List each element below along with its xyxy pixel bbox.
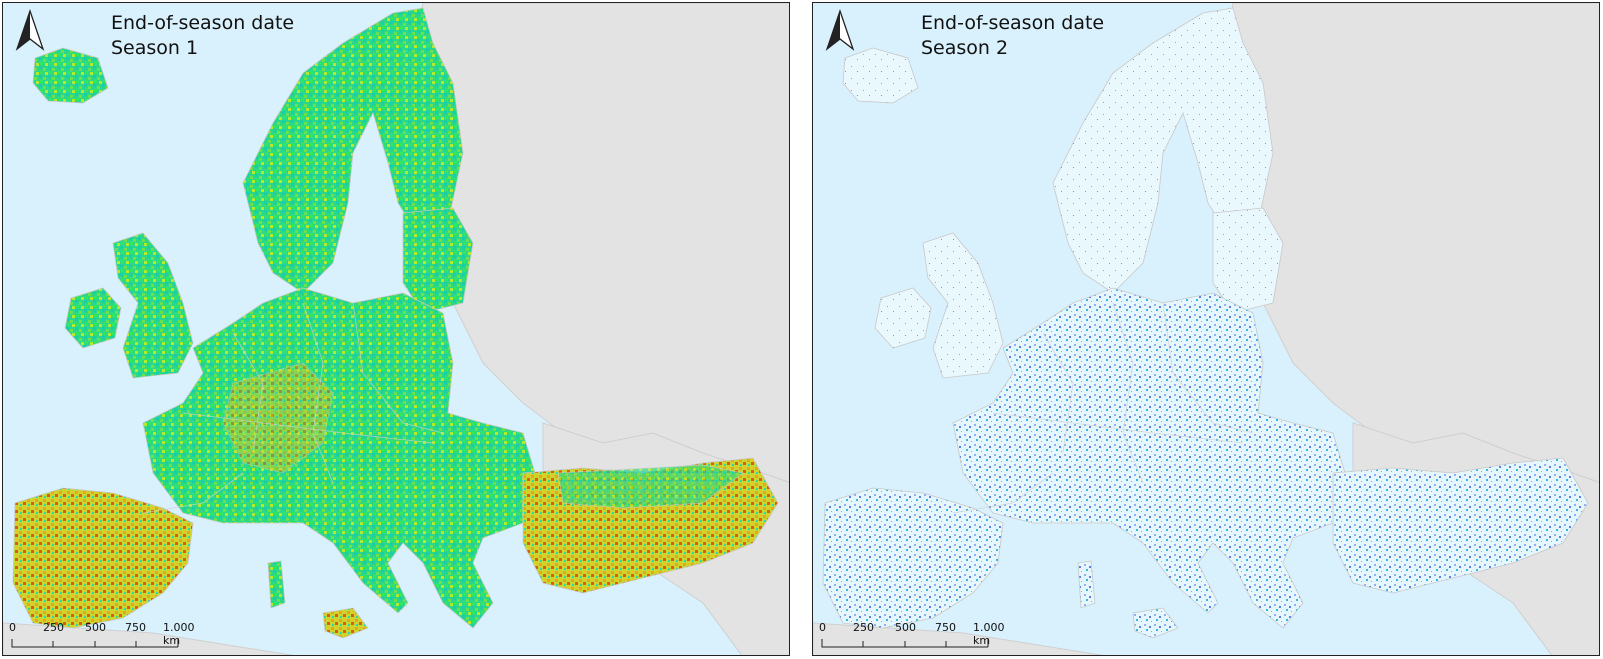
scale-bar: 0 250 500 750 1.000 km xyxy=(819,621,1009,655)
scale-label-1000: 1.000 km xyxy=(163,621,195,647)
map-canvas-season-2 xyxy=(813,3,1599,655)
scale-label-500: 500 xyxy=(85,621,106,634)
map-panel-season-1: End-of-season date Season 1 0 250 500 75… xyxy=(2,2,790,656)
scale-label-1000: 1.000 km xyxy=(973,621,1005,647)
scale-bar-line xyxy=(11,639,179,648)
map-panel-season-2: End-of-season date Season 2 0 250 500 75… xyxy=(812,2,1600,656)
map-title-season-1: End-of-season date Season 1 xyxy=(111,11,294,61)
map-title-line1: End-of-season date xyxy=(921,12,1105,34)
scale-label-0: 0 xyxy=(819,621,826,634)
scale-label-250: 250 xyxy=(43,621,64,634)
country-borders-season-2 xyxy=(952,302,1254,514)
scale-label-750: 750 xyxy=(125,621,146,634)
scale-bar-line xyxy=(821,639,989,648)
map-canvas-season-1 xyxy=(3,3,789,655)
scale-label-750: 750 xyxy=(935,621,956,634)
north-arrow-icon xyxy=(15,9,45,51)
country-borders-season-1 xyxy=(142,302,444,514)
map-title-season-2: End-of-season date Season 2 xyxy=(921,11,1104,61)
map-title-line2: Season 1 xyxy=(111,37,199,59)
north-arrow-icon xyxy=(825,9,855,51)
scale-label-500: 500 xyxy=(895,621,916,634)
map-title-line2: Season 2 xyxy=(921,37,1009,59)
scale-bar: 0 250 500 750 1.000 km xyxy=(9,621,199,655)
land-season-1 xyxy=(12,7,779,639)
land-season-2 xyxy=(822,7,1589,639)
scale-label-0: 0 xyxy=(9,621,16,634)
scale-label-250: 250 xyxy=(853,621,874,634)
map-title-line1: End-of-season date xyxy=(111,12,295,34)
